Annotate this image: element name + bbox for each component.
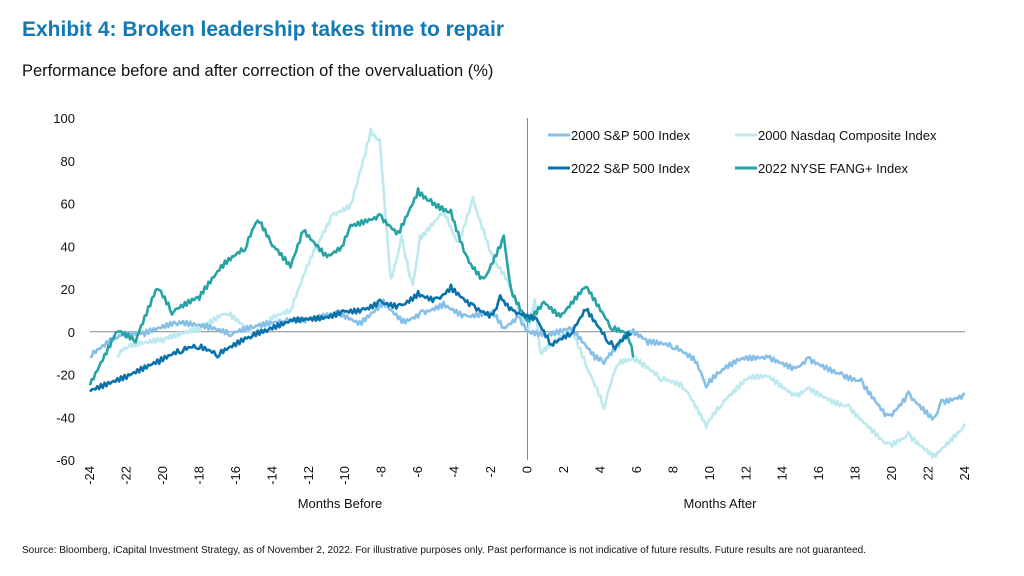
legend-label: 2022 NYSE FANG+ Index [758,161,908,176]
x-tick-label: -12 [301,466,316,485]
x-tick-label: -4 [447,466,462,478]
x-tick-label: -20 [155,466,170,485]
series-line-3 [88,187,635,386]
legend-label: 2000 Nasdaq Composite Index [758,128,937,143]
y-tick-label: 60 [61,197,75,212]
x-tick-label: -24 [82,466,97,485]
chart-title: Exhibit 4: Broken leadership takes time … [22,18,504,41]
x-axis-label-after: Months After [684,496,758,511]
x-tick-label: 8 [665,466,680,473]
x-tick-label: 22 [921,466,936,480]
x-tick-label: 4 [592,466,607,473]
chart-subtitle: Performance before and after correction … [22,62,494,80]
x-tick-label: 14 [775,466,790,480]
legend-label: 2000 S&P 500 Index [571,128,691,143]
y-tick-label: 40 [61,239,75,254]
x-tick-label: 6 [629,466,644,473]
y-tick-label: -60 [56,453,75,468]
series-line-0 [89,298,966,421]
x-tick-label: 24 [957,466,972,480]
x-tick-label: -16 [228,466,243,485]
series-lines [88,127,967,459]
x-tick-label: 16 [811,466,826,480]
x-tick-label: -8 [374,466,389,478]
x-axis-label-before: Months Before [298,496,383,511]
y-tick-label: 0 [68,325,75,340]
legend: 2000 S&P 500 Index 2000 Nasdaq Composite … [548,128,937,176]
y-tick-label: 100 [53,111,75,126]
legend-label: 2022 S&P 500 Index [571,161,691,176]
y-tick-label: 20 [61,282,75,297]
series-line-1 [116,127,967,459]
x-tick-label: 12 [738,466,753,480]
x-tick-label: -10 [337,466,352,485]
series-line-2 [89,283,632,393]
x-tick-label: -18 [191,466,206,485]
source-note: Source: Bloomberg, iCapital Investment S… [22,545,866,556]
x-tick-label: -14 [264,466,279,485]
x-tick-label: 0 [520,466,535,473]
y-tick-label: -40 [56,410,75,425]
x-tick-label: 18 [848,466,863,480]
x-tick-label: -2 [483,466,498,478]
y-tick-label: -20 [56,368,75,383]
x-tick-label: -6 [410,466,425,478]
x-tick-label: 2 [556,466,571,473]
x-tick-label: -22 [118,466,133,485]
x-tick-label: 10 [702,466,717,480]
x-tick-label: 20 [884,466,899,480]
y-tick-label: 80 [61,154,75,169]
